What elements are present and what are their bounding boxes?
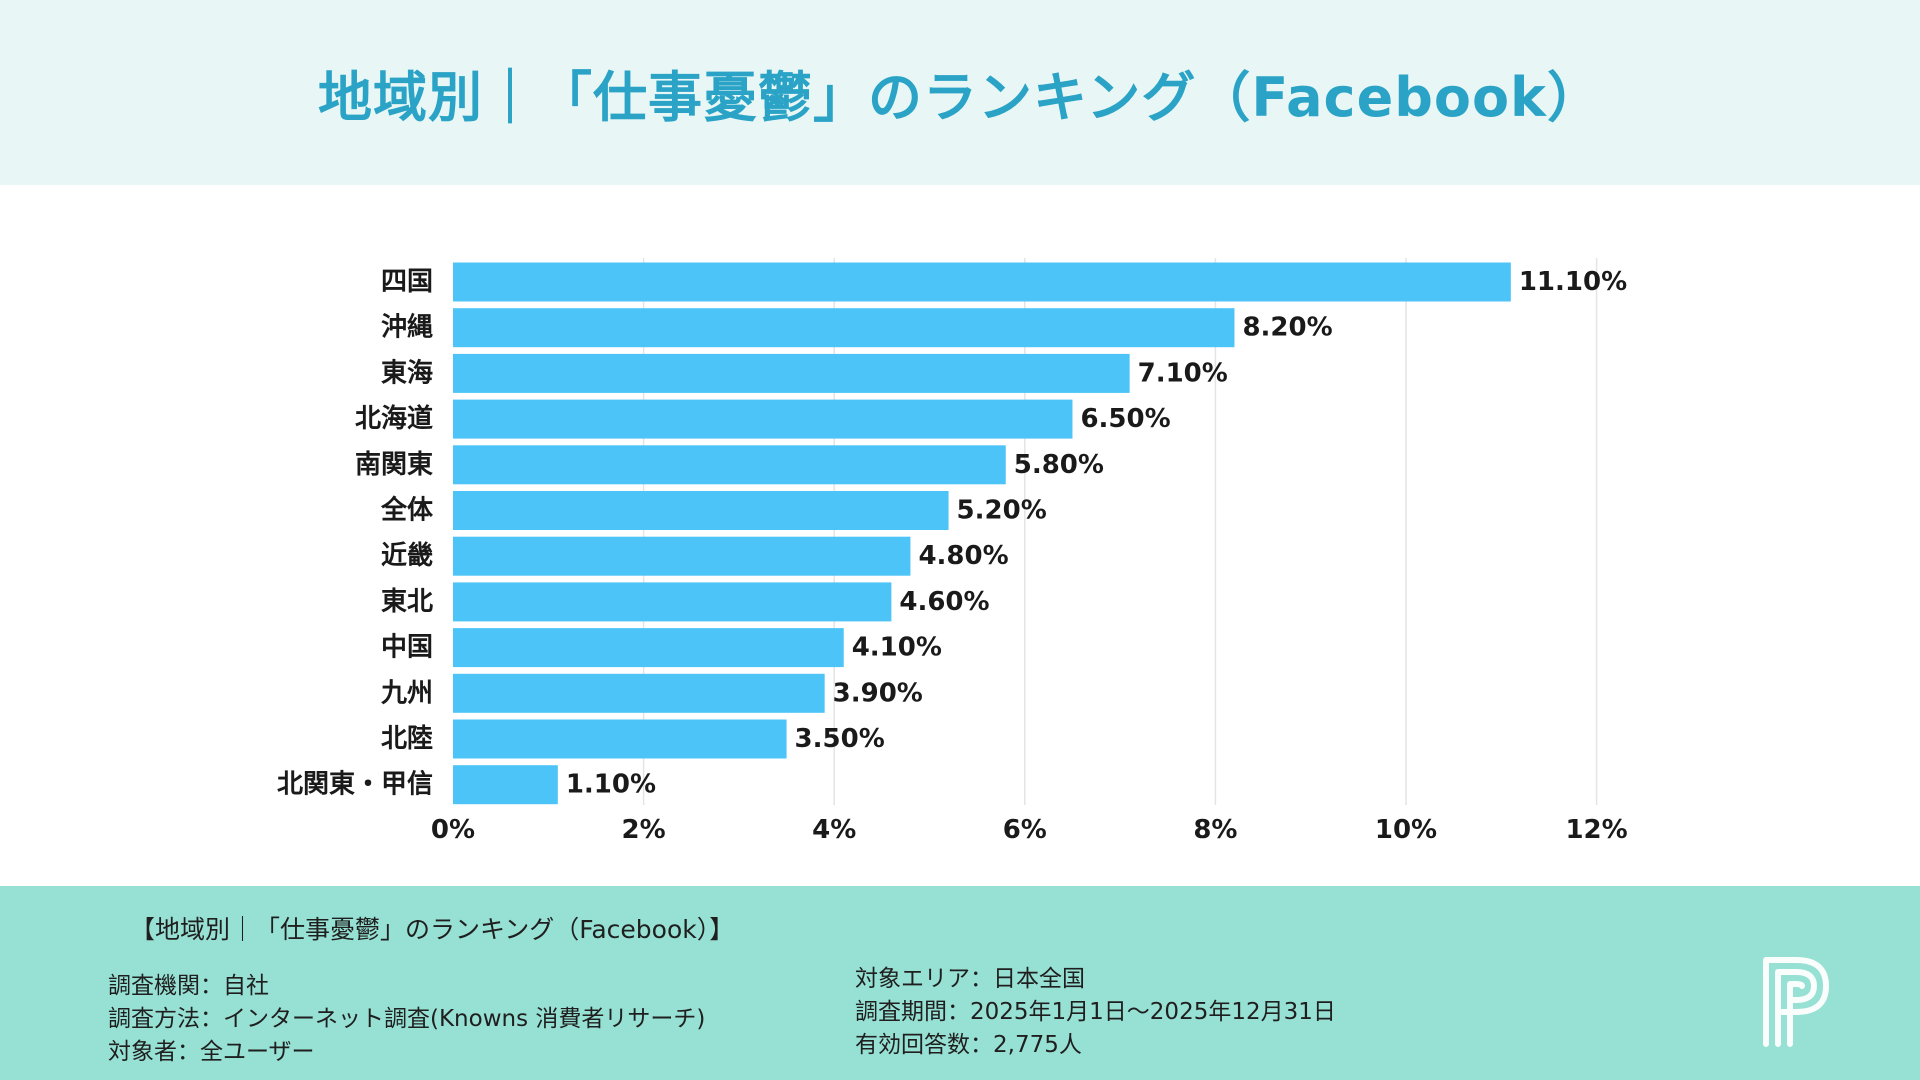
category-label: 四国: [381, 267, 433, 297]
bar: [453, 262, 1511, 302]
survey-org: 調査機関：自社: [108, 973, 269, 999]
value-label: 3.90%: [833, 678, 923, 708]
x-tick-label: 12%: [1565, 815, 1627, 845]
bar: [453, 353, 1130, 393]
bar: [453, 628, 844, 668]
x-tick-label: 6%: [1003, 815, 1047, 845]
category-label: 九州: [380, 678, 433, 708]
category-label: 北関東・甲信: [277, 770, 433, 800]
bar: [453, 719, 787, 759]
value-label: 4.80%: [918, 541, 1008, 571]
category-label: 全体: [380, 495, 434, 526]
value-label: 7.10%: [1138, 358, 1228, 388]
x-tick-label: 0%: [431, 815, 475, 845]
value-label: 4.10%: [852, 633, 942, 663]
header-band: 地域別｜「仕事憂鬱」のランキング（Facebook）: [0, 0, 1920, 185]
value-label: 6.50%: [1080, 404, 1170, 434]
bar-chart: 四国 11.10% 沖縄 8.20% 東海 7.10% 北海道 6.50% 南関東 5.80% 全体…: [277, 258, 1628, 845]
value-label: 5.80%: [1014, 450, 1104, 480]
survey-area: 対象エリア：日本全国: [855, 966, 1085, 992]
survey-info-left: 調査機関：自社 調査方法：インターネット調査(Knowns 消費者リサーチ) 対…: [108, 970, 705, 1069]
value-label: 8.20%: [1242, 313, 1332, 343]
p-logo-icon: [1763, 957, 1829, 1047]
value-label: 1.10%: [566, 770, 656, 800]
footer-title: 【地域別｜「仕事憂鬱」のランキング（Facebook）】: [130, 915, 735, 944]
survey-info-right: 対象エリア：日本全国 調査期間：2025年1月1日～2025年12月31日 有効…: [855, 963, 1336, 1062]
survey-period: 調査期間：2025年1月1日～2025年12月31日: [855, 999, 1336, 1025]
value-label: 4.60%: [899, 587, 989, 617]
bar: [453, 308, 1235, 348]
bar: [453, 765, 558, 805]
bar: [453, 536, 911, 576]
x-tick-label: 4%: [812, 815, 856, 845]
bar: [453, 491, 949, 530]
chart-area: 四国 11.10% 沖縄 8.20% 東海 7.10% 北海道 6.50% 南関東 5.80% 全体…: [0, 185, 1920, 885]
value-label: 11.10%: [1519, 267, 1627, 297]
bar: [453, 445, 1006, 485]
category-label: 近畿: [381, 541, 433, 571]
page-title: 地域別｜「仕事憂鬱」のランキング（Facebook）: [318, 66, 1602, 129]
x-tick-label: 8%: [1193, 815, 1237, 845]
value-label: 5.20%: [957, 496, 1047, 526]
bar: [453, 399, 1073, 439]
category-label: 東海: [381, 358, 433, 388]
category-label: 東北: [381, 587, 433, 617]
x-tick-label: 2%: [622, 815, 666, 845]
survey-count: 有効回答数：2,775人: [855, 1032, 1082, 1058]
category-label: 中国: [381, 633, 433, 663]
category-label: 沖縄: [381, 313, 433, 343]
survey-method: 調査方法：インターネット調査(Knowns 消費者リサーチ): [108, 1006, 706, 1032]
category-label: 南関東: [355, 450, 433, 480]
bar: [453, 673, 825, 713]
category-label: 北陸: [381, 724, 433, 754]
category-label: 北海道: [355, 403, 433, 434]
x-tick-label: 10%: [1375, 815, 1437, 845]
value-label: 3.50%: [795, 724, 885, 754]
footer-band: 【地域別｜「仕事憂鬱」のランキング（Facebook）】 調査機関：自社 調査方…: [0, 886, 1920, 1080]
bar: [453, 582, 892, 622]
survey-target: 対象者：全ユーザー: [108, 1039, 315, 1065]
